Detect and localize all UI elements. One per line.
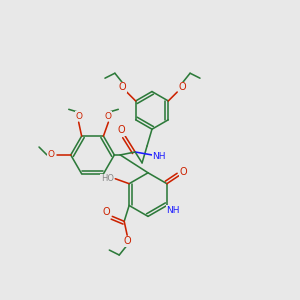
Text: NH: NH: [166, 206, 180, 215]
Text: O: O: [75, 112, 82, 121]
Text: O: O: [119, 82, 127, 92]
Text: O: O: [118, 125, 125, 135]
Text: HO: HO: [101, 174, 114, 183]
Text: O: O: [123, 236, 131, 246]
Text: O: O: [105, 112, 112, 121]
Text: O: O: [47, 151, 54, 160]
Text: O: O: [178, 82, 186, 92]
Text: NH: NH: [152, 152, 166, 161]
Text: O: O: [103, 207, 110, 218]
Text: O: O: [180, 167, 188, 177]
